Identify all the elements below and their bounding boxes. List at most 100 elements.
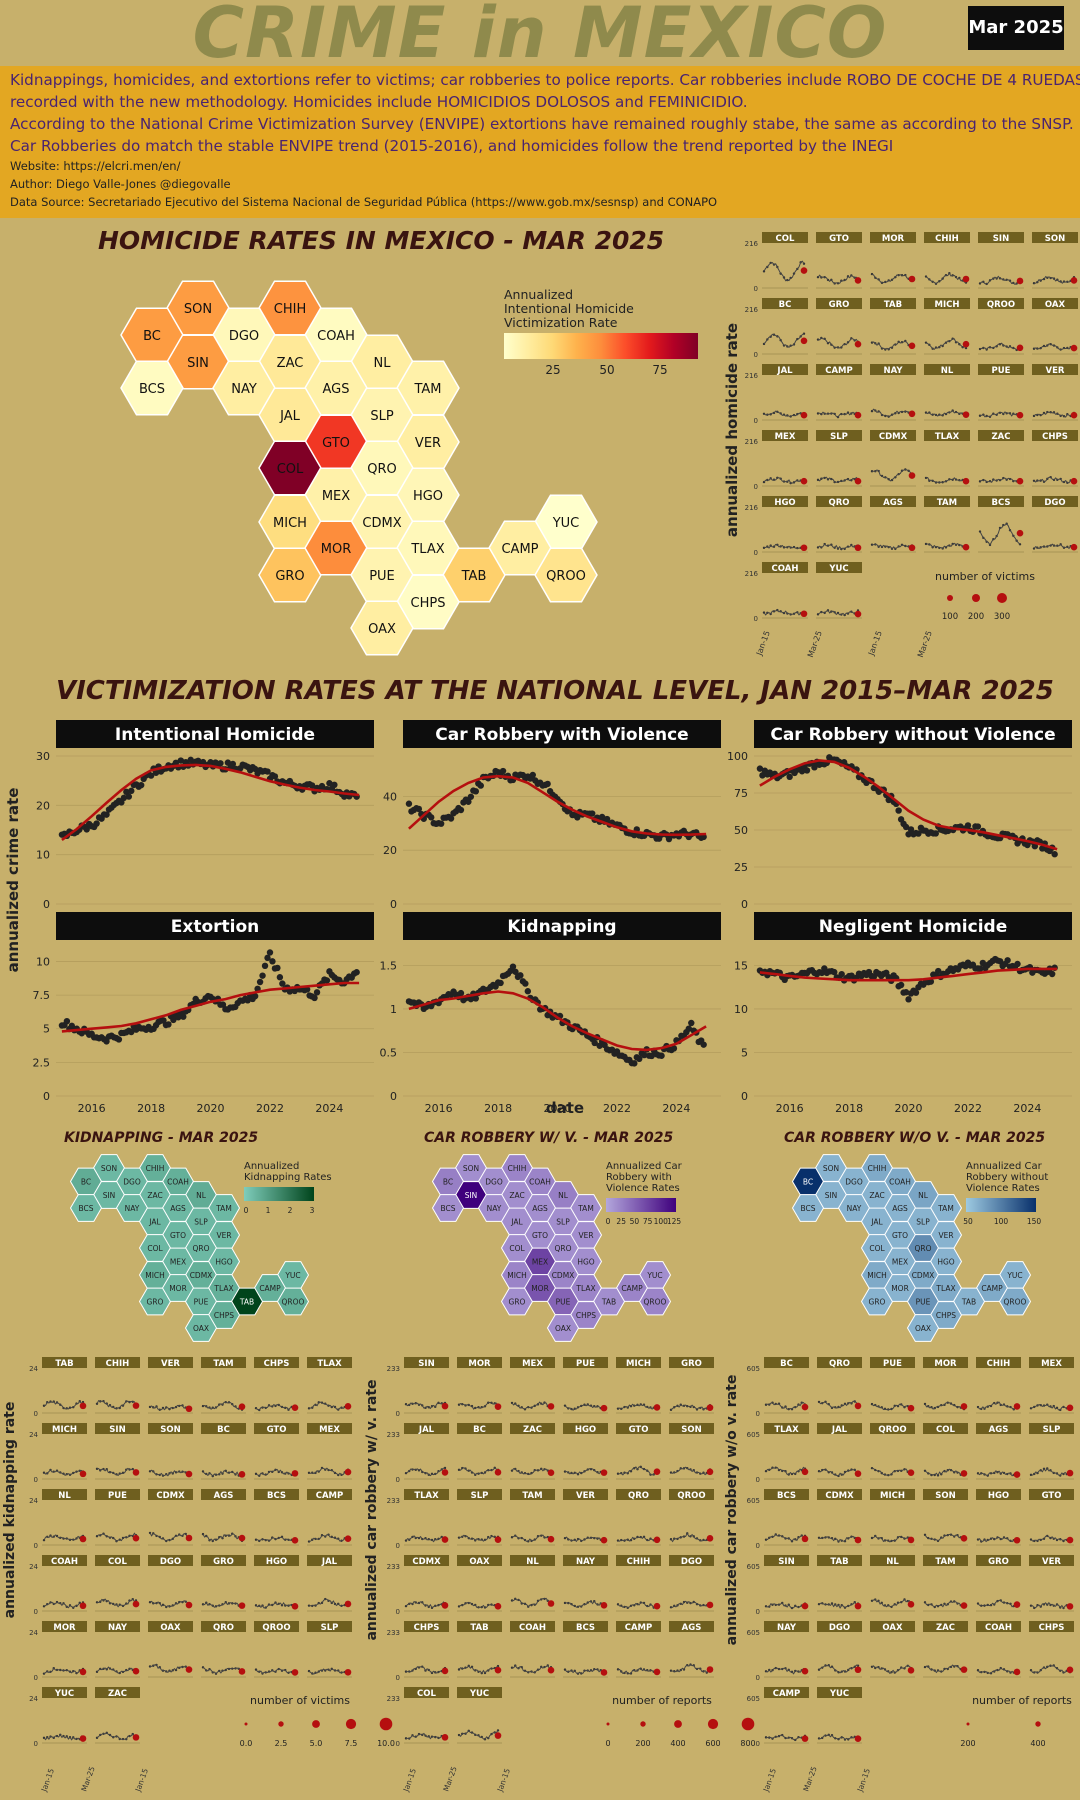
last-value-marker [1066,1666,1074,1674]
x-tick: Jan-15 [855,1767,872,1794]
mini-hex-oax [906,1314,940,1342]
y-tick: 0 [756,1674,760,1682]
last-value-marker [600,1536,608,1544]
strip-label: PUE [108,1491,127,1501]
strip-label: QRO [829,498,850,508]
series-line [511,1401,552,1410]
series-line [511,1664,552,1673]
strip-camp [764,1687,809,1698]
strip-label: SLP [321,1623,339,1633]
mini-hex-label: GTO [532,1231,548,1240]
x-tick-label: 2016 [776,1102,804,1115]
y-tick-label: 5 [43,1023,50,1036]
last-value-marker [706,1468,714,1476]
series-line [765,1533,806,1543]
data-point [447,815,455,822]
x-tick: Jan-15 [133,1767,150,1794]
mini-legend-title: Robbery with [606,1172,672,1183]
data-point [120,794,128,802]
y-tick: 605 [747,1695,760,1703]
mini-hex-label: SON [823,1164,839,1173]
data-point [467,793,475,800]
strip-son [1032,232,1078,243]
data-point [323,977,331,984]
mini-hex-label: CDMX [552,1271,575,1280]
hex-label-slp: SLP [370,409,393,424]
strip-ags [976,1423,1021,1434]
strip-pue [563,1357,608,1368]
data-point [199,758,207,766]
strip-label: NAY [576,1557,596,1567]
last-value-marker [185,1405,193,1413]
strip-oax [457,1555,502,1566]
last-value-marker [600,1469,608,1476]
series-line [871,543,913,550]
data-point [457,806,465,814]
hex-label-cdmx: CDMX [362,516,401,531]
mini-legend-bar [966,1198,1036,1212]
strip-bcs [254,1489,299,1500]
mini-hex-label: CHPS [576,1311,596,1320]
data-point [259,972,266,979]
y-tick: 233 [387,1695,400,1703]
strip-nay [764,1621,809,1632]
mini-hex-label: TLAX [935,1284,955,1293]
last-value-marker [441,1734,449,1741]
mini-hex-label: NL [918,1191,929,1200]
strip-qroo [870,1423,915,1434]
y-tick-label: 10 [734,1003,748,1016]
y-tick: 24 [29,1563,38,1571]
data-point [915,830,922,837]
last-value-marker [1013,1601,1021,1608]
facet-header [56,912,374,940]
mini-hex-label: VER [578,1231,593,1240]
y-tick: 0 [396,1740,400,1748]
y-tick: 233 [387,1629,400,1637]
strip-label: BCS [777,1491,796,1501]
series-line [617,1466,658,1476]
series-line [1031,1601,1071,1609]
strip-ver [1032,364,1078,375]
strip-label: MOR [468,1359,491,1369]
hex-label-coah: COAH [317,329,355,344]
hex-label-yuc: YUC [552,516,580,531]
data-point [497,979,504,987]
series-line [924,1533,965,1542]
data-point [251,993,259,1000]
mini-hex-label: CHPS [936,1311,956,1320]
series-line [818,1400,859,1409]
facet-title: Intentional Homicide [115,725,315,745]
strip-zac [978,430,1024,441]
website-link[interactable]: Website: https://elcri.men/en/ [10,159,181,173]
bottom-multiples-1: TAB 24 0 CHIH VER TAM CHPS TLAX MICH 24 0 SIN SON BC G… [29,1357,352,1748]
strip-dgo [1032,496,1078,507]
x-tick-label: 2022 [256,1102,284,1115]
x-tick: Jan-15 [495,1767,512,1794]
last-value-marker [494,1732,502,1739]
mini-hex-bcs [431,1194,465,1222]
strip-label: BC [779,300,792,310]
strip-tab [42,1357,87,1368]
homicide-legend-title: Annualized [504,287,573,302]
series-line [96,1399,137,1410]
legend-dot [997,593,1007,603]
strip-chps [404,1621,449,1632]
strip-label: NAY [777,1623,797,1633]
strip-gro [201,1555,246,1566]
series-line [202,1601,243,1608]
data-point [115,1036,123,1043]
last-value-marker [854,1666,862,1674]
strip-label: GTO [629,1425,649,1435]
y-tick: 0 [396,1542,400,1550]
data-point [128,1028,135,1036]
strip-bcs [764,1489,809,1500]
mini-hex-label: AGS [532,1204,548,1213]
strip-tab [457,1621,502,1632]
legend-value: 10.0 [377,1739,395,1748]
trend-line [759,759,1058,851]
data-point [848,972,855,979]
series-line [817,337,859,349]
strip-jal [762,364,808,375]
strip-label: PUE [576,1359,595,1369]
facet-negligent-homicide: Negligent Homicide 0 5 10 15 2016 2018 2020 2022… [734,912,1072,1115]
